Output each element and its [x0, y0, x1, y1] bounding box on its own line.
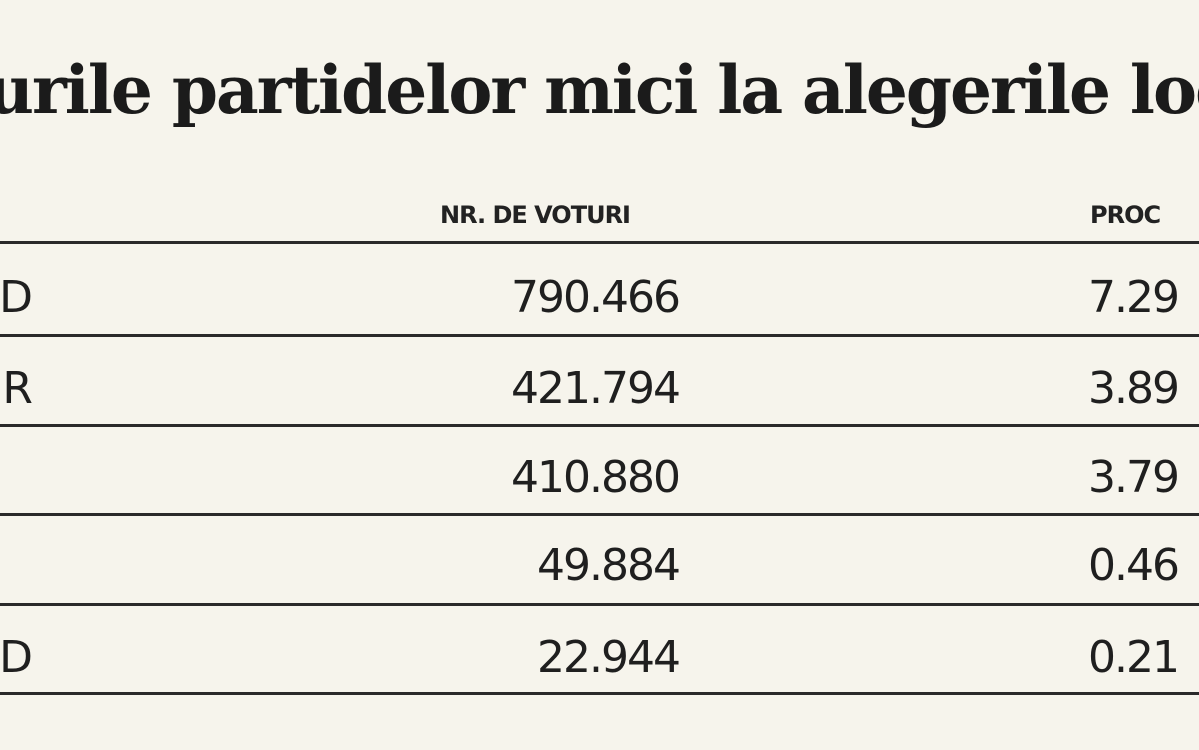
votes-cell: 22.944 — [537, 632, 681, 683]
percent-cell: 0.46 — [1088, 540, 1180, 591]
row-divider — [0, 513, 1199, 516]
row-divider — [0, 603, 1199, 606]
percent-cell: 7.29 — [1088, 272, 1180, 323]
party-cell: R — [2, 363, 33, 414]
row-divider — [0, 334, 1199, 337]
party-cell: D — [0, 632, 33, 683]
party-cell: D — [0, 272, 33, 323]
percent-cell: 3.89 — [1088, 363, 1180, 414]
column-header-votes: NR. DE VOTURI — [440, 201, 631, 229]
table-bottom-rule — [0, 692, 1199, 695]
header-divider — [0, 241, 1199, 244]
percent-cell: 0.21 — [1088, 632, 1180, 683]
votes-cell: 410.880 — [511, 452, 681, 503]
votes-cell: 421.794 — [511, 363, 681, 414]
table-title: urile partidelor mici la alegerile loc — [0, 51, 1199, 129]
votes-cell: 49.884 — [537, 540, 681, 591]
row-divider — [0, 424, 1199, 427]
votes-cell: 790.466 — [511, 272, 681, 323]
percent-cell: 3.79 — [1088, 452, 1180, 503]
column-header-percent: PROC — [1090, 201, 1161, 229]
